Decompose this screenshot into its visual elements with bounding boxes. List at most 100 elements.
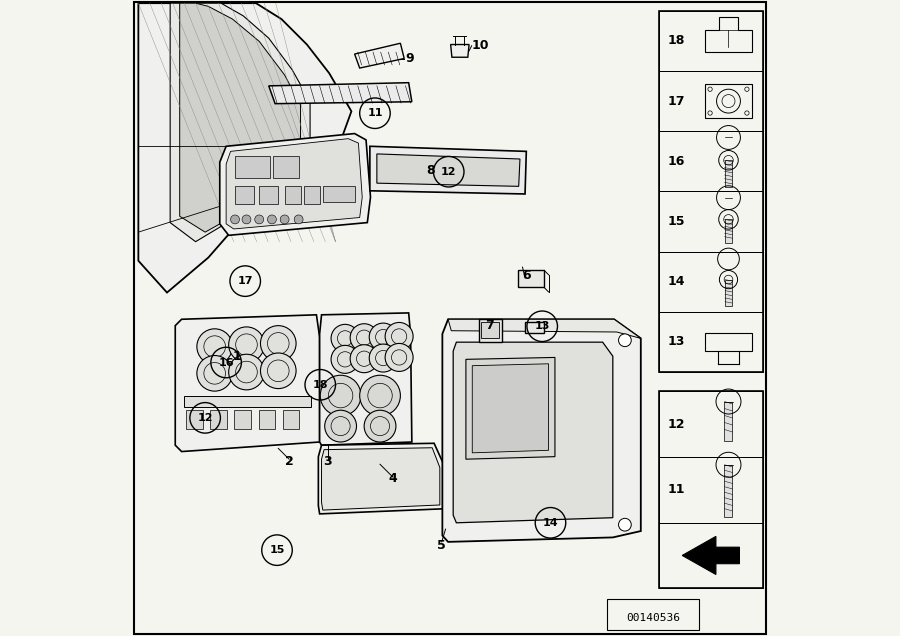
Bar (283, 410, 300, 429)
Text: 13: 13 (668, 335, 685, 349)
Text: 14: 14 (543, 518, 558, 528)
Circle shape (385, 343, 413, 371)
Circle shape (360, 375, 400, 416)
Circle shape (255, 215, 264, 224)
Bar (659, 391, 763, 457)
Circle shape (618, 518, 631, 531)
Circle shape (260, 353, 296, 389)
Bar (659, 391, 763, 588)
Text: 7: 7 (485, 319, 494, 332)
Polygon shape (443, 319, 641, 542)
Bar (259, 186, 278, 204)
Polygon shape (355, 43, 404, 68)
Bar (659, 71, 763, 131)
Circle shape (369, 323, 397, 351)
Text: 16: 16 (219, 357, 234, 368)
Polygon shape (269, 83, 412, 104)
Bar (659, 11, 763, 71)
Circle shape (325, 410, 356, 442)
Circle shape (230, 215, 239, 224)
Circle shape (267, 215, 276, 224)
Text: 13: 13 (535, 321, 550, 331)
Polygon shape (724, 160, 733, 188)
Bar (234, 410, 251, 429)
Bar (659, 312, 763, 372)
Circle shape (260, 326, 296, 361)
Polygon shape (170, 3, 310, 242)
Text: 1: 1 (232, 350, 241, 363)
Bar (659, 523, 763, 588)
Text: 11: 11 (367, 108, 382, 118)
Polygon shape (220, 134, 371, 235)
Polygon shape (466, 357, 555, 459)
Circle shape (197, 356, 232, 391)
Circle shape (229, 327, 265, 363)
Bar (235, 186, 254, 204)
Text: 18: 18 (312, 380, 328, 390)
Text: 10: 10 (472, 39, 489, 52)
Polygon shape (226, 139, 362, 229)
Text: 18: 18 (668, 34, 685, 48)
Bar (235, 156, 270, 178)
Polygon shape (682, 536, 740, 574)
Text: 17: 17 (238, 276, 253, 286)
Circle shape (350, 324, 378, 352)
Polygon shape (176, 315, 320, 452)
Circle shape (364, 410, 396, 442)
Circle shape (197, 329, 232, 364)
Bar (659, 11, 763, 372)
Bar (705, 333, 752, 350)
Circle shape (350, 345, 378, 373)
Circle shape (280, 215, 289, 224)
Text: 4: 4 (389, 473, 397, 485)
Polygon shape (472, 364, 549, 453)
Polygon shape (479, 319, 502, 342)
Polygon shape (454, 342, 613, 523)
Bar (303, 186, 320, 204)
Polygon shape (451, 45, 469, 57)
Polygon shape (321, 448, 440, 510)
Polygon shape (180, 3, 301, 232)
Text: 12: 12 (668, 417, 685, 431)
Polygon shape (482, 322, 499, 338)
Text: 5: 5 (437, 539, 446, 551)
Circle shape (320, 375, 361, 416)
Bar (258, 410, 275, 429)
Text: 11: 11 (668, 483, 685, 496)
Polygon shape (448, 319, 641, 338)
Circle shape (618, 334, 631, 347)
Polygon shape (525, 322, 544, 333)
Circle shape (242, 215, 251, 224)
Text: 2: 2 (284, 455, 293, 467)
Text: 17: 17 (668, 95, 685, 107)
Circle shape (331, 324, 359, 352)
Circle shape (294, 215, 303, 224)
Bar (659, 131, 763, 191)
Text: 15: 15 (668, 215, 685, 228)
Text: 00140536: 00140536 (626, 613, 680, 623)
Bar (659, 252, 763, 312)
Bar (184, 396, 311, 407)
Polygon shape (319, 443, 444, 514)
Circle shape (331, 345, 359, 373)
Text: 16: 16 (668, 155, 685, 168)
Bar (211, 410, 227, 429)
Text: 15: 15 (269, 545, 284, 555)
Bar (284, 186, 301, 204)
Polygon shape (724, 401, 733, 441)
Text: 12: 12 (197, 413, 213, 423)
Polygon shape (724, 219, 733, 243)
Bar (659, 191, 763, 252)
Text: 14: 14 (668, 275, 685, 288)
Bar (705, 84, 752, 118)
Polygon shape (377, 154, 520, 186)
Polygon shape (139, 3, 351, 293)
Polygon shape (370, 146, 526, 194)
Polygon shape (320, 313, 412, 445)
Circle shape (369, 344, 397, 372)
Text: 9: 9 (406, 52, 414, 65)
Text: 12: 12 (441, 167, 456, 177)
Text: 6: 6 (522, 269, 531, 282)
Text: 8: 8 (427, 164, 436, 177)
Bar (186, 410, 202, 429)
